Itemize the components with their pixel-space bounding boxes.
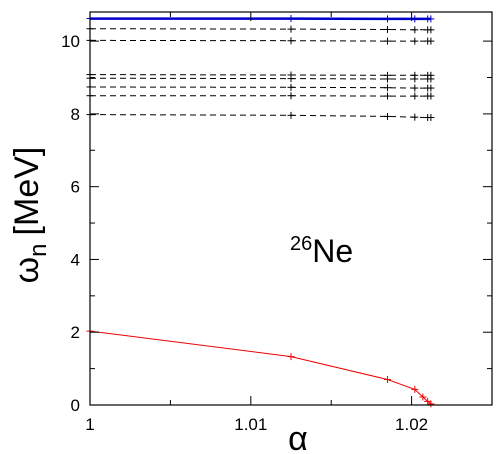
data-point [419,393,427,401]
series-4 [86,71,435,79]
data-point [411,15,419,23]
series-line [89,28,431,31]
data-point [411,26,419,34]
data-point [287,25,295,33]
data-point [411,37,419,45]
y-tick-label: 4 [71,250,80,269]
annotation-text: Ne [312,233,353,269]
series-2 [86,25,435,34]
data-point [287,15,295,23]
y-axis-unit: [MeV] [8,147,46,236]
data-point [427,15,435,23]
series-layer [86,15,435,408]
series-line [89,114,431,118]
data-point [383,376,391,384]
data-point [427,92,435,100]
data-point [383,92,391,100]
series-line [89,86,431,89]
plot-frame [89,11,493,406]
data-point [411,385,419,393]
series-line [89,39,431,42]
data-point [287,83,295,91]
x-tick-label: 1.01 [234,415,267,434]
data-point [427,400,435,408]
annotation-superscript: 26 [290,233,312,255]
data-point [287,37,295,45]
y-tick-label: 2 [71,323,80,342]
y-tick-label: 10 [61,32,80,51]
data-point [287,353,295,361]
data-point [427,84,435,92]
y-tick-label: 6 [71,178,80,197]
data-point [411,92,419,100]
data-point [383,15,391,23]
series-5 [86,74,435,83]
y-tick-label: 0 [71,396,80,415]
data-point [411,84,419,92]
nucleus-annotation: 26Ne [290,233,353,269]
series-line [89,74,431,76]
series-7 [86,92,435,100]
series-line [89,77,431,80]
data-point [383,112,391,120]
y-axis-title: ωn [MeV] [8,147,52,284]
series-1 [86,15,435,23]
data-point [287,75,295,83]
ticks-layer [89,12,492,406]
data-point [427,37,435,45]
data-point [427,75,435,83]
x-tick-label: 1.02 [395,415,428,434]
series-3 [86,36,435,45]
series-line [89,330,432,405]
y-tick-label: 8 [71,105,80,124]
y-axis-subscript: n [25,243,52,256]
data-point [411,113,419,121]
data-point [411,75,419,83]
data-point [383,84,391,92]
x-axis-title: α [288,420,308,454]
x-tick-label: 1 [85,415,94,434]
series-9 [86,327,435,408]
y-axis-symbol: ω [8,257,46,284]
data-point [383,25,391,33]
data-point [427,26,435,34]
data-point [383,75,391,83]
data-point [427,114,435,122]
data-point [287,111,295,119]
series-8 [86,111,435,122]
data-point [287,92,295,100]
labels-layer: 1 1.01 1.02 0 2 4 6 8 10 [61,32,428,434]
data-point [383,37,391,45]
series-6 [86,83,435,92]
